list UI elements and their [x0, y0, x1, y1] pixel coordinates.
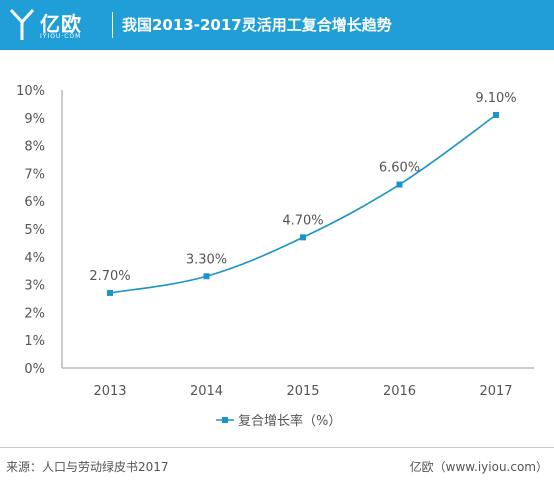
data-label: 4.70%	[282, 213, 323, 228]
data-label: 2.70%	[89, 269, 130, 284]
footer-divider	[0, 447, 554, 448]
x-tick-label: 2016	[383, 384, 416, 399]
series-line-path	[109, 114, 497, 294]
x-axis: 2013 2014 2015 2016 2017	[62, 367, 534, 399]
data-point	[203, 273, 210, 280]
page-title: 我国2013-2017灵活用工复合增长趋势	[122, 16, 392, 34]
line-chart: 0% 1% 2% 3% 4% 5% 6% 7% 8% 9% 10% 2013 2014 2015 2016…	[16, 84, 534, 429]
data-label: 6.60%	[379, 161, 420, 176]
legend-label: 复合增长率（%）	[238, 413, 341, 429]
data-points	[107, 112, 499, 296]
y-tick-label: 5%	[24, 223, 45, 238]
data-labels: 2.70% 3.30% 4.70% 6.60% 9.10%	[89, 91, 516, 284]
x-tick-label: 2015	[286, 384, 319, 399]
y-tick-label: 8%	[24, 140, 45, 155]
y-tick-label: 9%	[24, 112, 45, 127]
y-tick-label: 1%	[24, 334, 45, 349]
logo-text: 亿欧	[40, 12, 82, 36]
header-divider	[112, 12, 113, 38]
x-tick-label: 2014	[190, 384, 223, 399]
data-point	[107, 289, 113, 296]
series-line	[109, 114, 497, 294]
legend-marker	[222, 417, 228, 423]
data-label: 3.30%	[186, 252, 227, 267]
yiou-logo-icon	[9, 8, 35, 40]
source-note: 来源：人口与劳动绿皮书2017	[6, 460, 169, 474]
y-tick-label: 6%	[24, 195, 45, 210]
legend: 复合增长率（%）	[216, 413, 341, 429]
data-label: 9.10%	[475, 91, 516, 106]
header-bar: 亿欧 IYIOU·COM 我国2013-2017灵活用工复合增长趋势	[0, 0, 554, 50]
y-tick-label: 0%	[24, 362, 45, 377]
y-tick-label: 7%	[24, 167, 45, 182]
x-tick-label: 2013	[93, 384, 126, 399]
logo-subtext: IYIOU·COM	[40, 33, 82, 40]
y-tick-label: 10%	[16, 84, 45, 99]
y-tick-label: 2%	[24, 306, 45, 321]
data-point	[300, 234, 306, 241]
data-point	[493, 112, 499, 119]
x-tick-label: 2017	[479, 384, 512, 399]
y-axis: 0% 1% 2% 3% 4% 5% 6% 7% 8% 9% 10%	[16, 84, 63, 377]
y-tick-label: 4%	[24, 251, 45, 266]
data-point	[396, 181, 403, 188]
y-tick-label: 3%	[24, 279, 45, 294]
brand-footer: 亿欧（www.iyiou.com）	[409, 460, 548, 474]
